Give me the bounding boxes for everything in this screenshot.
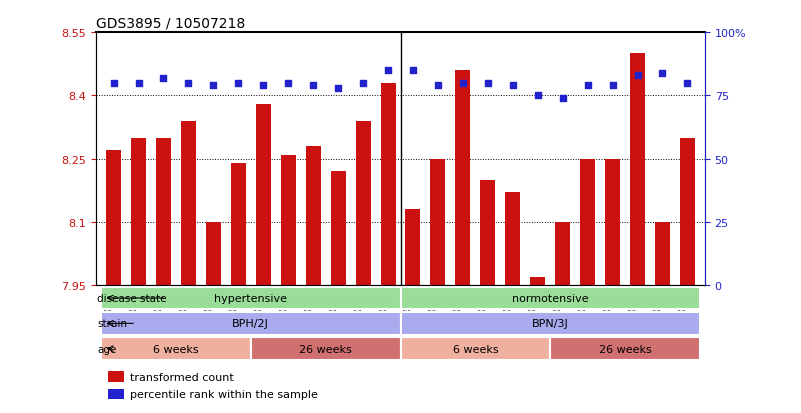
Point bbox=[381, 68, 394, 74]
Bar bbox=[331, 172, 345, 286]
FancyBboxPatch shape bbox=[400, 312, 700, 335]
Bar bbox=[181, 121, 196, 286]
Point bbox=[182, 80, 195, 87]
Text: normotensive: normotensive bbox=[512, 293, 589, 303]
Point bbox=[656, 70, 669, 77]
Text: percentile rank within the sample: percentile rank within the sample bbox=[130, 389, 317, 399]
Point bbox=[481, 80, 494, 87]
Point bbox=[257, 83, 270, 89]
Bar bbox=[380, 83, 396, 286]
Point bbox=[631, 73, 644, 79]
Bar bbox=[356, 121, 371, 286]
Bar bbox=[231, 164, 246, 286]
Point bbox=[356, 80, 369, 87]
Text: 6 weeks: 6 weeks bbox=[453, 344, 498, 354]
Bar bbox=[280, 155, 296, 286]
Bar bbox=[530, 277, 545, 286]
Text: 26 weeks: 26 weeks bbox=[598, 344, 651, 354]
Text: BPN/3J: BPN/3J bbox=[532, 318, 569, 328]
Bar bbox=[580, 159, 595, 286]
FancyBboxPatch shape bbox=[101, 287, 400, 310]
Text: age: age bbox=[98, 344, 117, 354]
FancyBboxPatch shape bbox=[550, 337, 700, 360]
Bar bbox=[481, 180, 495, 286]
Bar bbox=[505, 193, 521, 286]
Point bbox=[506, 83, 519, 89]
Bar bbox=[106, 151, 121, 286]
Point bbox=[606, 83, 619, 89]
Bar bbox=[605, 159, 620, 286]
Point bbox=[407, 68, 420, 74]
Text: disease state: disease state bbox=[98, 293, 167, 303]
Text: BPH/2J: BPH/2J bbox=[232, 318, 269, 328]
Bar bbox=[430, 159, 445, 286]
Point bbox=[282, 80, 295, 87]
FancyBboxPatch shape bbox=[400, 287, 700, 310]
Bar bbox=[156, 138, 171, 286]
Point bbox=[531, 93, 544, 100]
Bar bbox=[306, 147, 320, 286]
Bar bbox=[108, 389, 123, 399]
Bar bbox=[131, 138, 146, 286]
Point bbox=[107, 80, 120, 87]
Bar bbox=[655, 223, 670, 286]
Text: GDS3895 / 10507218: GDS3895 / 10507218 bbox=[96, 17, 245, 31]
Point bbox=[232, 80, 245, 87]
Point bbox=[681, 80, 694, 87]
Text: transformed count: transformed count bbox=[130, 372, 233, 382]
Point bbox=[207, 83, 219, 89]
Bar bbox=[108, 371, 123, 382]
Text: hypertensive: hypertensive bbox=[215, 293, 288, 303]
Bar bbox=[456, 71, 470, 286]
Point bbox=[332, 85, 344, 92]
Text: 6 weeks: 6 weeks bbox=[153, 344, 199, 354]
Bar bbox=[630, 54, 645, 286]
Bar bbox=[405, 210, 421, 286]
Text: strain: strain bbox=[98, 318, 127, 328]
Point bbox=[157, 75, 170, 82]
Bar bbox=[206, 223, 221, 286]
FancyBboxPatch shape bbox=[251, 337, 400, 360]
FancyBboxPatch shape bbox=[101, 312, 400, 335]
Point bbox=[457, 80, 469, 87]
FancyBboxPatch shape bbox=[101, 337, 251, 360]
Bar bbox=[256, 104, 271, 286]
Bar bbox=[555, 223, 570, 286]
Point bbox=[307, 83, 320, 89]
Point bbox=[432, 83, 445, 89]
Point bbox=[132, 80, 145, 87]
Point bbox=[556, 95, 569, 102]
Text: 26 weeks: 26 weeks bbox=[300, 344, 352, 354]
Point bbox=[582, 83, 594, 89]
FancyBboxPatch shape bbox=[400, 337, 550, 360]
Bar bbox=[680, 138, 695, 286]
